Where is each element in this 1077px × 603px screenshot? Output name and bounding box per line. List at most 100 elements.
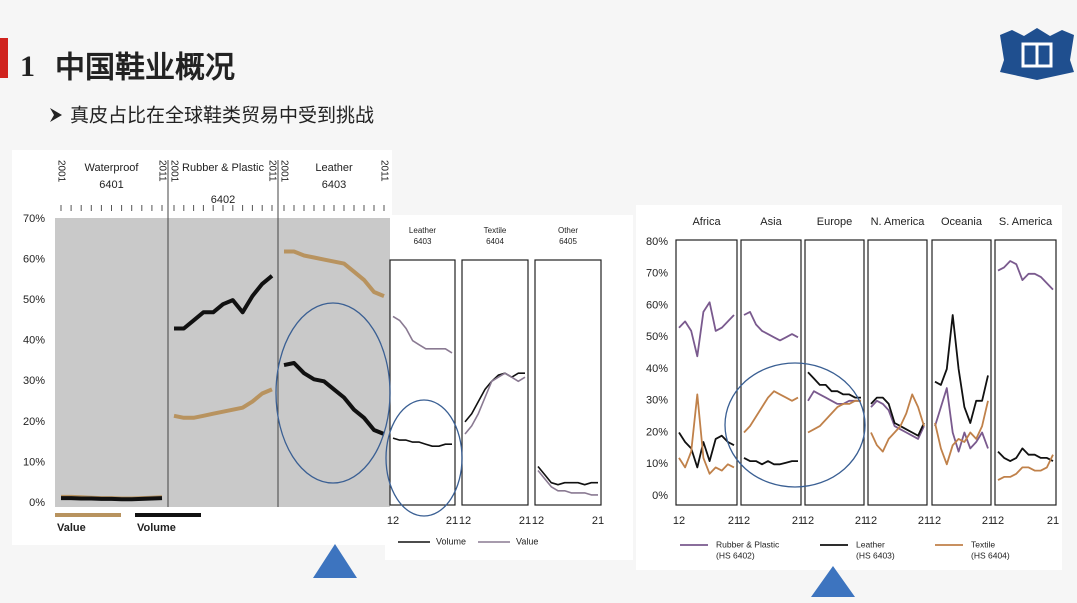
panel-code: 6404 xyxy=(486,237,504,246)
panel-title: Textile xyxy=(484,226,507,235)
legend-label: Textile xyxy=(971,539,995,549)
y-tick-label: 80% xyxy=(646,236,668,248)
x-tick-label: 2011 xyxy=(156,160,167,182)
legend-label: Rubber & Plastic xyxy=(716,539,780,549)
panel-frame xyxy=(740,239,802,506)
series-line xyxy=(173,387,273,420)
x-tick-label: 12 xyxy=(929,515,941,527)
panel-frame xyxy=(994,239,1057,506)
series-line xyxy=(934,400,989,466)
x-tick-label: 21 xyxy=(792,515,804,527)
y-tick-label: 50% xyxy=(23,294,45,306)
pointer-triangle xyxy=(313,544,357,578)
series-line xyxy=(743,457,798,466)
y-tick-label: 40% xyxy=(23,335,45,347)
highlight-ellipse xyxy=(385,399,463,517)
panel-code: 6401 xyxy=(99,179,123,191)
series-line xyxy=(870,399,925,440)
legend-code: (HS 6404) xyxy=(971,550,1010,560)
y-tick-label: 20% xyxy=(23,416,45,428)
bullet-icon xyxy=(50,108,62,122)
highlight-ellipse xyxy=(724,362,866,488)
series-line xyxy=(392,315,453,354)
series-line xyxy=(283,361,385,436)
legend-code: (HS 6402) xyxy=(716,550,755,560)
y-tick-label: 50% xyxy=(646,331,668,343)
y-tick-label: 10% xyxy=(646,458,668,470)
section-number: 1 xyxy=(20,50,35,83)
panel-code: 6405 xyxy=(559,237,577,246)
series-line xyxy=(392,437,452,447)
panel-frame xyxy=(804,239,865,506)
y-tick-label: 60% xyxy=(23,253,45,265)
series-line xyxy=(61,496,163,502)
series-line xyxy=(934,387,989,453)
x-tick-label: 12 xyxy=(387,515,399,527)
series-line xyxy=(807,390,861,405)
x-tick-label: 12 xyxy=(992,515,1004,527)
chart-bg xyxy=(385,215,633,560)
legend-label: Volume xyxy=(436,536,466,546)
x-tick-label: 12 xyxy=(802,515,814,527)
x-tick-label: 21 xyxy=(918,515,930,527)
bullet-text: 真皮占比在全球鞋类贸易中受到挑战 xyxy=(70,105,374,127)
panel-title: Waterproof xyxy=(84,162,139,174)
x-tick-label: 12 xyxy=(673,515,685,527)
highlight-ellipse xyxy=(275,302,391,484)
panel-frame xyxy=(931,239,992,506)
series-line xyxy=(678,393,735,475)
x-tick-label: 21 xyxy=(855,515,867,527)
panel-code: 6402 xyxy=(211,194,235,206)
series-line xyxy=(870,393,925,453)
panel-title: S. America xyxy=(999,216,1053,228)
series-line xyxy=(997,260,1054,291)
x-tick-label: 2001 xyxy=(55,160,66,183)
series-line xyxy=(870,396,925,437)
x-tick-label: 21 xyxy=(982,515,994,527)
panel-bg xyxy=(55,218,390,507)
panel-title: Africa xyxy=(692,216,721,228)
series-line xyxy=(464,372,525,423)
x-tick-label: 12 xyxy=(532,515,544,527)
y-tick-label: 10% xyxy=(23,456,45,468)
y-tick-label: 30% xyxy=(646,395,668,407)
accent-bar xyxy=(0,38,8,78)
y-tick-label: 70% xyxy=(23,213,45,225)
panel-title: Leather xyxy=(315,162,353,174)
series-line xyxy=(678,432,735,469)
panel-frame xyxy=(867,239,928,506)
pointer-triangle xyxy=(811,566,855,597)
y-tick-label: 20% xyxy=(646,426,668,438)
x-tick-label: 21 xyxy=(446,515,458,527)
logo xyxy=(1000,28,1074,80)
x-tick-label: 21 xyxy=(592,515,604,527)
legend-code: (HS 6403) xyxy=(856,550,895,560)
panel-title: Other xyxy=(558,226,578,235)
panel-frame xyxy=(675,239,738,506)
x-tick-label: 12 xyxy=(459,515,471,527)
x-tick-label: 2011 xyxy=(378,160,389,182)
legend-label: Leather xyxy=(856,539,885,549)
y-tick-label: 30% xyxy=(23,375,45,387)
x-tick-label: 2011 xyxy=(266,160,277,182)
x-tick-label: 12 xyxy=(865,515,877,527)
series-line xyxy=(284,249,385,298)
y-tick-label: 40% xyxy=(646,363,668,375)
series-line xyxy=(743,311,799,342)
series-line xyxy=(807,399,861,434)
legend-label: Volume xyxy=(137,522,176,534)
series-line xyxy=(743,390,799,434)
series-line xyxy=(464,372,526,435)
slide-title: 中国鞋业概况 xyxy=(55,51,235,86)
panel-title: Asia xyxy=(760,216,782,228)
x-tick-label: 21 xyxy=(519,515,531,527)
panel-title: Oceania xyxy=(941,216,983,228)
series-line xyxy=(678,301,735,358)
y-tick-label: 0% xyxy=(29,497,45,509)
x-tick-label: 12 xyxy=(738,515,750,527)
panel-title: Europe xyxy=(817,216,852,228)
series-line xyxy=(537,469,598,496)
panel-frame xyxy=(534,259,602,506)
